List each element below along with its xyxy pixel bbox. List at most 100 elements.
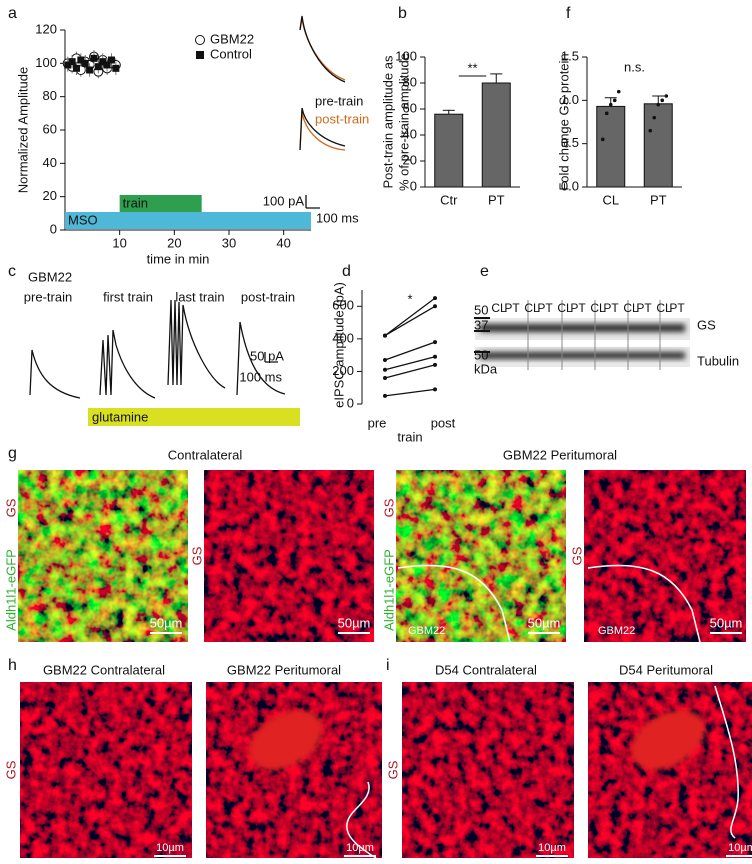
tumor-border <box>587 564 701 643</box>
y-tick-label: 20 <box>43 188 57 203</box>
x-tick-label: 10 <box>112 235 126 250</box>
bar <box>643 103 673 188</box>
glutamine-bar <box>88 408 300 426</box>
point <box>433 296 437 301</box>
trace-label: post-train <box>315 111 369 126</box>
micrograph <box>204 470 374 642</box>
y-tick-label: 1.5 <box>561 48 579 63</box>
bar <box>596 105 626 188</box>
lane-label: CL <box>590 301 606 315</box>
scale-label: 50µm <box>528 615 561 630</box>
title: GBM22 <box>28 269 72 284</box>
scale-label: 100 pA <box>263 193 305 208</box>
region-label: GBM22 <box>408 625 445 637</box>
point <box>433 304 437 309</box>
lane-label: PT <box>570 301 586 315</box>
marker-label: 50 <box>474 302 488 317</box>
bar <box>481 82 511 188</box>
panel-label: d <box>342 263 351 280</box>
dot <box>656 102 661 107</box>
scale-label: 10µm <box>156 842 184 854</box>
lane-label: CL <box>623 301 639 315</box>
scale-label: 10µm <box>538 842 566 854</box>
pair-line <box>384 297 436 337</box>
stain-label: GS <box>385 760 400 779</box>
y-tick-label: 100 <box>395 48 417 63</box>
micrograph <box>402 682 574 858</box>
significance: ** <box>467 60 477 75</box>
y-tick-label: 40 <box>403 126 417 141</box>
panel-label: g <box>8 445 17 462</box>
dot <box>604 111 609 116</box>
micrograph <box>18 470 188 642</box>
y-tick-label: 1.0 <box>561 92 579 107</box>
bar <box>434 113 464 188</box>
y-axis-label: Normalized Amplitude <box>15 67 30 193</box>
lane-label: PT <box>636 301 652 315</box>
point <box>72 64 80 72</box>
y-tick-label: 0.0 <box>561 178 579 193</box>
title: GBM22 Contralateral <box>43 662 165 677</box>
point <box>383 333 387 338</box>
lane-label: CL <box>557 301 573 315</box>
dot <box>616 89 621 94</box>
y-tick-label: 60 <box>403 100 417 115</box>
dot <box>652 115 657 120</box>
x-tick-label: CL <box>602 192 619 207</box>
band-label: Tubulin <box>697 353 739 368</box>
x-tick-label: 40 <box>276 235 290 250</box>
y-tick-label: 100 <box>35 55 57 70</box>
x-tick-label: PT <box>650 192 667 207</box>
x-tick-label: 30 <box>222 235 236 250</box>
protocol-bar <box>65 212 311 229</box>
legend-label: Control <box>210 46 252 61</box>
micrograph <box>396 470 566 642</box>
scale-label: 50µm <box>338 615 371 630</box>
micrograph <box>20 682 192 858</box>
title: D54 Contralateral <box>435 662 537 677</box>
x-tick-label: PT <box>488 192 505 207</box>
y-tick-label: 80 <box>43 88 57 103</box>
western-blot <box>474 300 690 370</box>
point <box>112 64 120 72</box>
y-tick-label: 600 <box>332 298 354 313</box>
y-tick-label: 200 <box>332 363 354 378</box>
marker-label: 37 <box>474 317 488 332</box>
panel-label: c <box>8 263 16 280</box>
point <box>77 56 85 64</box>
stain-label: Aldh1l1-eGFP <box>3 549 18 631</box>
point <box>383 393 387 398</box>
dot <box>648 128 653 133</box>
x-axis-label: time in min <box>147 251 210 266</box>
point <box>433 354 437 359</box>
y-tick-label: 0 <box>410 178 417 193</box>
stain-label: GS <box>189 546 204 565</box>
significance: * <box>407 291 412 306</box>
dot <box>612 98 617 103</box>
x-axis-label: train <box>397 429 422 444</box>
point <box>99 58 107 66</box>
tumor-border <box>397 564 511 643</box>
point <box>383 367 387 372</box>
scale-label: 10µm <box>346 842 374 854</box>
scale-label: 50µm <box>710 615 743 630</box>
tumor-border <box>714 685 739 839</box>
point <box>90 54 98 62</box>
micrograph <box>588 682 752 858</box>
legend-marker <box>195 35 205 45</box>
scale-label: 50µm <box>150 615 183 630</box>
x-tick-label: 20 <box>167 235 181 250</box>
y-tick-label: 20 <box>403 152 417 167</box>
x-tick-label: Ctr <box>440 192 458 207</box>
dot <box>660 98 665 103</box>
pair-line <box>384 341 436 361</box>
stain-label: GS <box>3 498 18 517</box>
scale-label: 100 ms <box>316 210 359 225</box>
y-tick-label: 0 <box>347 395 354 410</box>
panel-label: h <box>8 657 17 674</box>
legend-marker <box>196 51 204 59</box>
pair-line <box>384 388 436 397</box>
stain-label: Aldh1l1-eGFP <box>381 549 396 631</box>
region-label: GBM22 <box>598 625 635 637</box>
